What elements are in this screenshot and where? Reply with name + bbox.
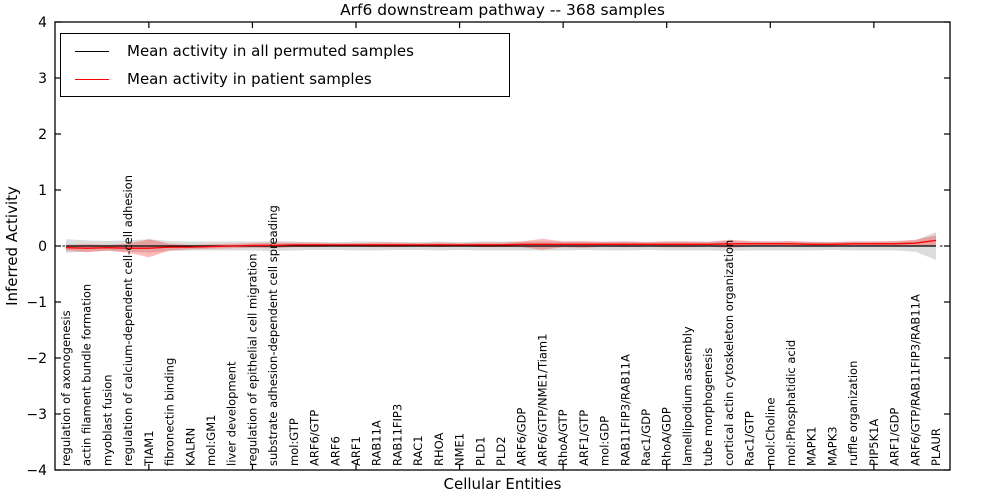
x-category-label: mol:GTP xyxy=(287,418,301,466)
mean-line-patient xyxy=(65,239,937,249)
legend-item-permuted-label: Mean activity in all permuted samples xyxy=(127,42,414,60)
x-category-label: Rac1/GDP xyxy=(639,409,653,466)
x-category-label: mol:Phosphatidic acid xyxy=(784,340,798,466)
x-category-label: TIAM1 xyxy=(142,430,156,467)
x-category-label: RHOA xyxy=(432,433,446,466)
x-category-label: mol:Choline xyxy=(763,398,777,466)
y-tick-label: −2 xyxy=(26,351,47,367)
x-category-label: liver development xyxy=(225,361,239,466)
y-tick-label: 1 xyxy=(38,183,47,199)
x-category-label: RAB11A xyxy=(370,420,384,466)
x-axis-label: Cellular Entities xyxy=(443,475,562,493)
x-category-label: cortical actin cytoskeleton organization xyxy=(722,240,736,466)
x-category-label: mol:GDP xyxy=(598,416,612,466)
x-category-label: ARF1/GDP xyxy=(888,408,902,466)
x-category-label: KALRN xyxy=(183,428,197,466)
x-category-label: PIP5K1A xyxy=(867,419,881,466)
legend-item-permuted: Mean activity in all permuted samples xyxy=(75,42,509,60)
x-category-label: ARF6/GTP xyxy=(308,410,322,466)
legend-line-permuted-swatch xyxy=(75,50,109,52)
x-category-label: ARF6/GDP xyxy=(515,408,529,466)
x-category-label: NME1 xyxy=(453,433,467,466)
x-category-label: RAB11FIP3 xyxy=(390,404,404,466)
chart-title: Arf6 downstream pathway -- 368 samples xyxy=(340,1,665,19)
x-category-label: regulation of calcium-dependent cell-cel… xyxy=(121,175,135,466)
y-tick-label: 0 xyxy=(38,239,47,255)
y-tick-label: −3 xyxy=(26,407,47,423)
x-category-label: actin filament bundle formation xyxy=(80,284,94,466)
y-tick-label: 2 xyxy=(38,127,47,143)
x-category-label: ruffle organization xyxy=(846,361,860,466)
y-tick-label: −1 xyxy=(26,295,47,311)
x-category-label: PLAUR xyxy=(929,428,943,466)
x-category-label: ARF1/GTP xyxy=(577,410,591,466)
x-category-label: lamellipodium assembly xyxy=(680,326,694,466)
x-category-label: regulation of axonogenesis xyxy=(59,310,73,466)
x-category-label: myoblast fusion xyxy=(100,374,114,466)
x-category-label: ARF6 xyxy=(328,436,342,466)
x-category-label: ARF6/GTP/NME1/Tiam1 xyxy=(535,334,549,466)
y-axis-label: Inferred Activity xyxy=(3,186,21,306)
x-category-label: mol:GM1 xyxy=(204,415,218,466)
x-category-label: PLD2 xyxy=(494,436,508,466)
x-category-label: regulation of epithelial cell migration xyxy=(245,254,259,466)
x-category-label: Rac1/GTP xyxy=(743,411,757,466)
legend-item-patient-label: Mean activity in patient samples xyxy=(127,70,372,88)
legend: Mean activity in all permuted samples Me… xyxy=(60,33,510,97)
x-category-label: RAC1 xyxy=(411,435,425,466)
x-category-label: ARF1 xyxy=(349,436,363,466)
x-category-label: RAB11FIP3/RAB11A xyxy=(618,354,632,466)
legend-line-patient-swatch xyxy=(75,78,109,80)
y-tick-label: −4 xyxy=(26,463,47,479)
y-tick-label: 3 xyxy=(38,71,47,87)
x-category-label: RhoA/GDP xyxy=(660,407,674,466)
x-category-label: MAPK3 xyxy=(825,426,839,466)
x-category-label: ARF6/GTP/RAB11FIP3/RAB11A xyxy=(908,294,922,466)
x-category-label: fibronectin binding xyxy=(163,358,177,466)
y-tick-label: 4 xyxy=(38,15,47,31)
x-category-label: MAPK1 xyxy=(805,426,819,466)
x-category-label: PLD1 xyxy=(473,436,487,466)
x-category-label: RhoA/GTP xyxy=(556,409,570,466)
legend-item-patient: Mean activity in patient samples xyxy=(75,70,509,88)
x-category-label: substrate adhesion-dependent cell spread… xyxy=(266,205,280,466)
x-category-label: tube morphogenesis xyxy=(701,348,715,466)
